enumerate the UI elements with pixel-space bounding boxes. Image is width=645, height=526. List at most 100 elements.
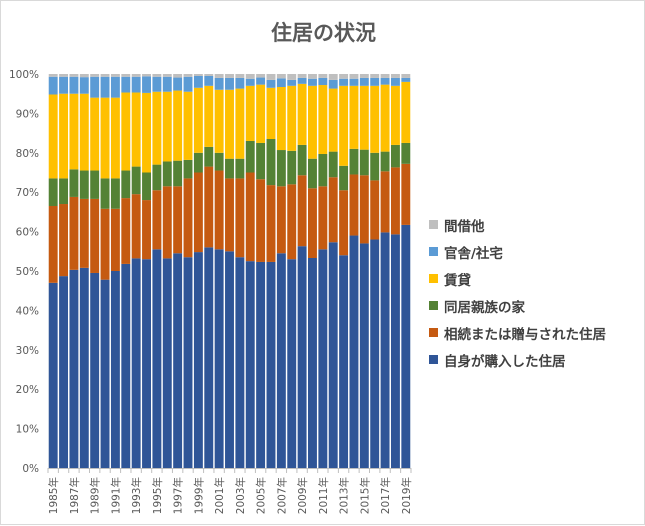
bar-segment-4 — [370, 85, 380, 153]
bar-segment-4 — [245, 85, 255, 141]
bar-segment-2 — [276, 186, 286, 254]
bar-segment-2 — [235, 178, 245, 258]
bar-segment-6 — [266, 74, 276, 80]
bar-segment-1 — [48, 282, 58, 468]
bar-segment-4 — [69, 93, 79, 170]
bar-segment-1 — [266, 261, 276, 468]
bar-segment-1 — [79, 267, 89, 468]
bar-segment-1 — [193, 252, 203, 468]
bar-segment-6 — [308, 74, 317, 79]
bar-segment-2 — [390, 167, 400, 235]
bar-segment-3 — [297, 144, 307, 176]
bar-segment-4 — [339, 85, 349, 166]
bar-segment-5 — [59, 76, 69, 94]
bar-segment-3 — [214, 152, 224, 171]
bar-segment-4 — [131, 92, 141, 167]
y-tick-label: 50% — [16, 266, 39, 278]
bar-segment-3 — [339, 165, 349, 191]
bar-segment-2 — [339, 190, 349, 256]
bar-segment-4 — [152, 91, 162, 165]
bar-segment-2 — [59, 204, 69, 277]
chart-legend: 間借他 官舎/社宅 賃貸 同居親族の家 相続または贈与された住居 自身が購入した住居 — [429, 211, 606, 373]
bar-segment-3 — [162, 161, 172, 187]
bar-segment-6 — [235, 74, 245, 78]
bar-segment-4 — [59, 93, 69, 179]
legend-swatch — [429, 328, 438, 337]
bar-segment-6 — [131, 74, 141, 77]
x-tick-label: 2011年 — [317, 477, 330, 514]
bar-segment-5 — [204, 75, 214, 86]
bar-segment-5 — [79, 77, 89, 94]
bar-segment-2 — [287, 184, 297, 260]
bar-segment-5 — [245, 78, 255, 86]
bar-segment-6 — [349, 74, 359, 79]
bar-segment-6 — [59, 74, 69, 77]
bar-segment-2 — [266, 185, 276, 262]
bar-segment-3 — [349, 148, 359, 175]
x-tick-label: 1997年 — [172, 477, 185, 514]
legend-swatch — [429, 220, 438, 229]
bar-segment-4 — [318, 85, 328, 154]
bar-segment-6 — [48, 74, 58, 77]
x-tick-label: 1985年 — [47, 477, 60, 514]
legend-item: 相続または贈与された住居 — [429, 319, 606, 346]
bar-segment-1 — [245, 261, 255, 468]
legend-item: 官舎/社宅 — [429, 238, 606, 265]
bar-segment-5 — [225, 77, 234, 90]
x-tick-label: 1999年 — [192, 477, 205, 514]
bar-segment-5 — [287, 79, 297, 86]
bar-segment-5 — [214, 77, 224, 90]
bar-segment-1 — [204, 247, 214, 468]
bar-segment-3 — [370, 152, 380, 181]
bar-segment-1 — [401, 224, 411, 468]
x-tick-label: 2007年 — [275, 477, 288, 514]
bar-segment-3 — [225, 158, 234, 179]
bar-segment-2 — [401, 163, 411, 225]
bar-segment-5 — [276, 78, 286, 87]
bar-segment-1 — [370, 239, 380, 468]
bar-segment-3 — [142, 172, 151, 201]
bar-segment-5 — [110, 76, 120, 98]
chart-title: 住居の状況 — [271, 21, 376, 45]
bar-segment-6 — [69, 74, 79, 77]
bar-segment-4 — [297, 83, 307, 145]
bar-segment-1 — [308, 258, 317, 468]
bar-segment-4 — [183, 91, 193, 160]
bar-segment-4 — [235, 88, 245, 159]
bar-segment-4 — [401, 81, 411, 143]
bar-segment-2 — [90, 198, 100, 273]
bar-segment-3 — [276, 150, 286, 187]
bar-segment-2 — [245, 172, 255, 262]
bar-segment-3 — [204, 146, 214, 167]
bar-segment-1 — [349, 235, 359, 468]
x-tick-label: 2005年 — [255, 477, 268, 514]
bar-segment-6 — [162, 74, 172, 77]
bar-segment-3 — [256, 142, 266, 180]
bar-segment-2 — [193, 172, 203, 253]
bar-segment-3 — [69, 169, 79, 197]
legend-label: 官舎/社宅 — [444, 245, 503, 262]
bar-segment-3 — [59, 178, 69, 205]
bar-segment-5 — [152, 76, 162, 92]
bar-segment-5 — [370, 77, 380, 86]
bar-segment-2 — [110, 208, 120, 271]
x-tick-label: 2013年 — [338, 477, 351, 514]
x-tick-label: 2001年 — [213, 477, 226, 514]
bar-segment-6 — [245, 74, 255, 79]
y-tick-label: 10% — [16, 424, 39, 436]
bar-segment-6 — [370, 74, 380, 78]
bar-segment-6 — [121, 74, 131, 77]
bar-segment-4 — [162, 91, 172, 162]
bar-segment-3 — [173, 160, 183, 187]
bar-segment-4 — [390, 85, 400, 145]
x-tick-label: 2015年 — [358, 477, 371, 514]
bar-segment-6 — [401, 74, 411, 78]
legend-item: 賃貸 — [429, 265, 606, 292]
bar-segment-1 — [90, 272, 100, 468]
bar-segment-1 — [59, 276, 69, 468]
bar-segment-3 — [100, 178, 110, 209]
bar-segment-4 — [256, 84, 266, 143]
bar-segment-3 — [401, 142, 411, 164]
bar-segment-5 — [359, 77, 369, 86]
bar-segment-2 — [173, 186, 183, 254]
